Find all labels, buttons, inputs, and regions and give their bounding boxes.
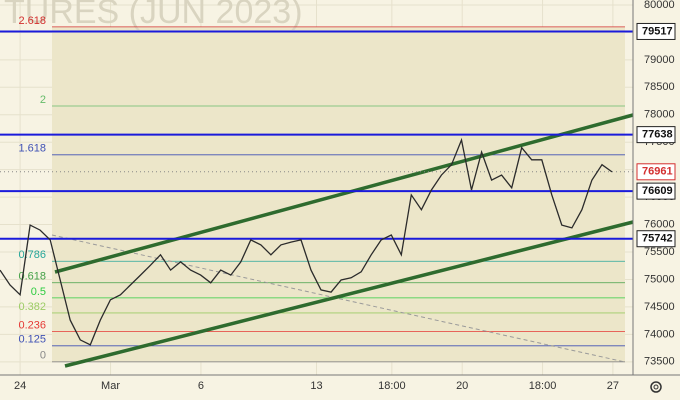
x-tick-label: 18:00	[529, 380, 557, 392]
x-tick-label: 27	[607, 380, 619, 392]
y-tick-label: 78500	[644, 81, 675, 93]
watermark-title: TURES (JUN 2023)	[4, 0, 303, 31]
channel-upper	[54, 113, 634, 274]
y-tick-label: 76000	[644, 218, 675, 230]
last-price-label: 76961	[642, 166, 673, 178]
axes: 7350074000745007500075500760007650077000…	[14, 0, 676, 392]
fib-label: 0.382	[18, 301, 46, 313]
level-tag	[636, 230, 676, 248]
y-tick-label: 75000	[644, 273, 675, 285]
fib-label: 0.5	[31, 286, 46, 298]
fib-label: 2	[40, 94, 46, 106]
y-tick-label: 79000	[644, 54, 675, 66]
price-series	[0, 137, 613, 346]
fib-label: 0.786	[18, 249, 46, 261]
fib-label: 0.125	[18, 334, 46, 346]
x-tick-label: 13	[310, 380, 322, 392]
fib-label: 2.618	[18, 15, 46, 27]
y-tick-label: 74500	[644, 301, 675, 313]
fib-label: 0.236	[18, 320, 46, 332]
fib-label: 0.618	[18, 271, 46, 283]
price-levels	[0, 30, 633, 240]
y-tick-label: 75500	[644, 246, 675, 258]
channel-lower	[64, 220, 634, 368]
level-label: 76609	[642, 185, 673, 197]
y-tick-label: 78000	[644, 109, 675, 121]
level-tag	[636, 182, 676, 200]
x-tick-label: Mar	[101, 380, 120, 392]
fib-label: 0	[40, 350, 46, 362]
level-label: 77638	[642, 129, 673, 141]
x-tick-label: 20	[456, 380, 468, 392]
x-tick-label: 6	[198, 380, 204, 392]
settings-icon[interactable]	[650, 381, 662, 393]
x-tick-label: 24	[14, 380, 26, 392]
level-label: 79517	[642, 25, 673, 37]
y-tick-label: 80000	[644, 0, 675, 11]
y-tick-label: 73500	[644, 356, 675, 368]
last-price-tag	[636, 163, 676, 181]
fib-label: 1.618	[18, 143, 46, 155]
level-label: 75742	[642, 233, 673, 245]
x-tick-label: 18:00	[378, 380, 406, 392]
y-tick-label: 74000	[644, 328, 675, 340]
price-line	[0, 137, 613, 346]
level-tag	[636, 126, 676, 144]
level-tag	[636, 22, 676, 40]
